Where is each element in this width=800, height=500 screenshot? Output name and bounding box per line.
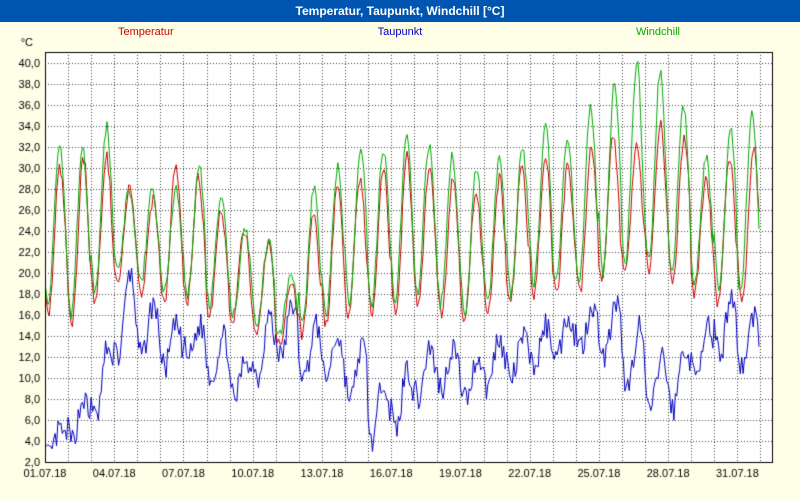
window-title-bar: Temperatur, Taupunkt, Windchill [°C] — [0, 0, 800, 22]
legend-item-taupunkt: Taupunkt — [377, 26, 423, 38]
legend-item-windchill: Windchill — [635, 26, 680, 38]
legend-item-temperatur: Temperatur — [118, 26, 174, 38]
chart-legend: Temperatur Taupunkt Windchill — [0, 26, 800, 42]
chart-title: Temperatur, Taupunkt, Windchill [°C] — [295, 4, 505, 18]
